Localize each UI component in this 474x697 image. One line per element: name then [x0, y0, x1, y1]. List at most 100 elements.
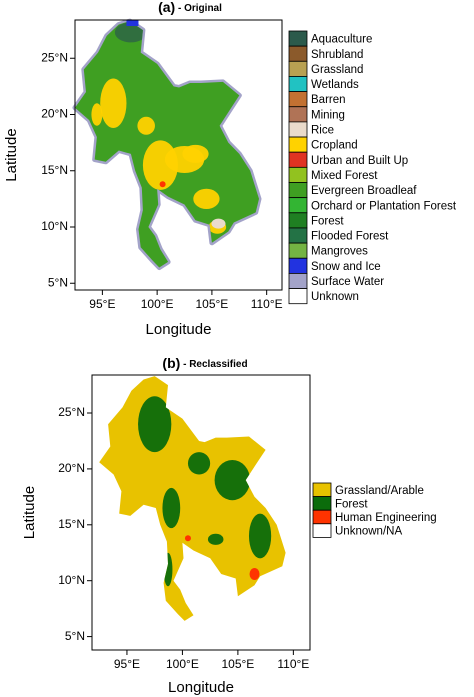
panel-title-group: (b) - Reclassified: [162, 355, 247, 371]
legend-label: Mangroves: [311, 246, 368, 258]
legend-swatch: [288, 136, 308, 153]
land-cover-patch: [187, 452, 211, 475]
legend-swatch: [288, 166, 308, 183]
map-panel: 95°E 100°E 105°E 110°E 5°N 10°N 15°N 20°N 25°N (a…: [3, 0, 457, 338]
y-axis-title: Latitude: [3, 128, 20, 181]
x-tick-label: 100°E: [141, 297, 174, 311]
x-tick-label: 110°E: [277, 657, 309, 671]
legend-swatch: [288, 257, 308, 274]
legend-label: Surface Water: [311, 276, 384, 288]
urban-patch: [159, 181, 166, 188]
legend: Aquaculture Shrubland Grassland Wetlands Bar…: [288, 30, 457, 305]
panel-label: (a): [158, 0, 175, 15]
land-cover-patch: [137, 116, 155, 135]
legend-label: Grassland/Arable: [335, 485, 424, 497]
plot-frame: [91, 374, 311, 651]
land-cover-patch: [207, 533, 224, 545]
land-cover: [91, 22, 227, 234]
legend-swatch: [312, 523, 332, 538]
land-area: [99, 376, 286, 621]
legend-swatch: [288, 106, 308, 123]
legend-label: Orchard or Plantation Forest: [311, 200, 457, 212]
y-tick-label: 5°N: [65, 629, 85, 643]
urban-patch: [249, 567, 260, 580]
panel-title-group: (a) - Original: [158, 0, 222, 15]
legend-label: Evergreen Broadleaf: [311, 185, 417, 197]
urban-patch: [184, 535, 191, 542]
y-tick-label: 25°N: [58, 405, 85, 419]
legend-swatch: [312, 496, 332, 511]
legend-swatch: [288, 197, 308, 214]
panel-title: - Reclassified: [180, 359, 247, 370]
legend-swatch: [288, 242, 308, 259]
panel-label: (b): [162, 355, 180, 371]
legend-swatch: [312, 482, 332, 498]
land-cover-patch: [91, 103, 103, 126]
map-panel: 95°E 100°E 105°E 110°E 5°N 10°N 15°N 20°N 25°N (b…: [21, 355, 437, 696]
panel-title: - Original: [175, 3, 222, 14]
legend-label: Snow and Ice: [311, 261, 381, 273]
legend-swatch: [288, 227, 308, 244]
legend-swatch: [288, 76, 308, 92]
land-cover-patch: [100, 78, 127, 128]
legend-label: Forest: [335, 498, 368, 510]
legend-label: Rice: [311, 125, 334, 137]
land-cover-patch: [162, 487, 181, 529]
snow-patch: [126, 20, 139, 26]
y-tick-label: 20°N: [58, 461, 85, 475]
y-tick-label: 25°N: [41, 50, 68, 64]
legend-label: Flooded Forest: [311, 231, 389, 243]
y-tick-label: 5°N: [48, 275, 68, 289]
land-cover-patch: [163, 552, 173, 587]
legend-swatch: [288, 45, 308, 62]
y-axis-title: Latitude: [21, 486, 38, 539]
shrub-patch: [114, 22, 147, 43]
legend-swatch: [288, 121, 308, 138]
plot-frame: [74, 19, 283, 291]
legend-swatch: [288, 272, 308, 289]
land-cover: [138, 396, 272, 587]
x-axis-title: Longitude: [146, 321, 212, 338]
legend-label: Grassland: [311, 64, 363, 76]
legend-label: Forest: [311, 215, 344, 227]
land-cover-patch: [193, 188, 220, 209]
legend-label: Barren: [311, 94, 346, 106]
y-tick-label: 10°N: [41, 219, 68, 233]
land-cover-patch: [138, 396, 172, 453]
legend-label: Mixed Forest: [311, 170, 378, 182]
legend-label: Aquaculture: [311, 34, 372, 46]
legend-label: Cropland: [311, 140, 358, 152]
land-cover-patch: [214, 459, 251, 501]
legend-label: Unknown: [311, 291, 359, 303]
y-tick-label: 10°N: [58, 573, 85, 587]
x-axis-title: Longitude: [168, 679, 234, 696]
x-tick-label: 110°E: [251, 297, 283, 311]
legend-swatch: [288, 288, 308, 305]
x-tick-label: 95°E: [89, 297, 115, 311]
rice-patch: [211, 218, 226, 229]
land-cover-patch: [182, 144, 209, 163]
legend-swatch: [312, 509, 332, 525]
legend-label: Unknown/NA: [335, 526, 402, 538]
legend-swatch: [288, 212, 308, 229]
legend-swatch: [288, 182, 308, 199]
x-tick-label: 95°E: [114, 657, 140, 671]
legend-swatch: [288, 151, 308, 168]
y-tick-label: 15°N: [58, 517, 85, 531]
legend-swatch: [288, 91, 308, 108]
y-tick-label: 20°N: [41, 107, 68, 121]
x-tick-label: 105°E: [195, 297, 228, 311]
land-cover-patch: [248, 513, 272, 559]
legend-label: Human Engineering: [335, 512, 437, 524]
x-tick-label: 105°E: [221, 657, 254, 671]
y-tick-label: 15°N: [41, 163, 68, 177]
x-tick-label: 100°E: [166, 657, 199, 671]
legend-label: Mining: [311, 109, 345, 121]
legend-label: Shrubland: [311, 49, 363, 61]
legend-label: Wetlands: [311, 79, 359, 91]
legend-swatch: [288, 30, 308, 47]
legend-swatch: [288, 60, 308, 77]
